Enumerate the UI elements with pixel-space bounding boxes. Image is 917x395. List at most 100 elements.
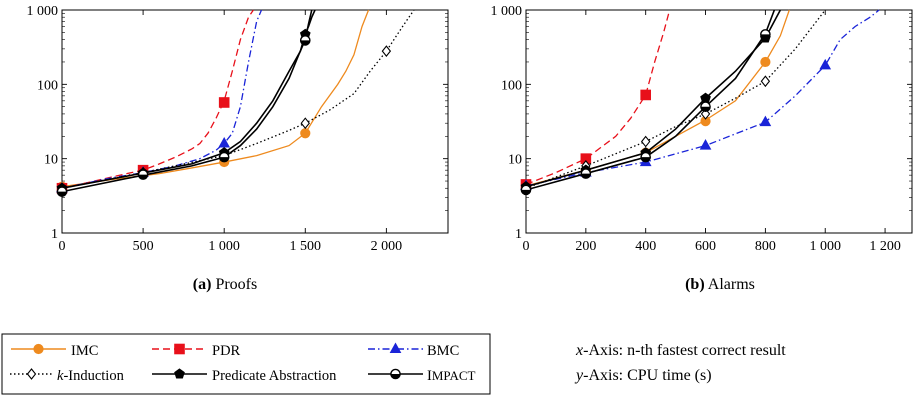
marker-impact [56, 186, 68, 197]
caption-alarms: (b) Alarms [685, 276, 755, 293]
marker-bmc [218, 136, 231, 148]
legend-sample-k-induction [10, 368, 53, 380]
marker-pdr [218, 97, 230, 108]
series-imc-proofs [56, 9, 370, 192]
series-k-induction-proofs [57, 9, 415, 195]
x-tick-label: 0 [59, 239, 66, 254]
legend-label-pdr: PDR [212, 343, 241, 359]
marker-k-induction [760, 75, 771, 88]
legend-label-bmc: BMC [427, 343, 459, 359]
marker-k-induction [300, 117, 310, 130]
x-tick-label: 1 000 [208, 239, 240, 254]
marker-impact [640, 151, 651, 163]
marker-imc [300, 128, 311, 139]
y-tick-label: 10 [44, 153, 58, 168]
marker-impact [520, 184, 532, 196]
y-tick-label: 1 000 [27, 4, 59, 19]
x-tick-label: 2 000 [371, 239, 403, 254]
y-tick-label: 1 [51, 227, 58, 242]
caption-proofs: (a) Proofs [193, 276, 257, 293]
marker-impact [580, 168, 592, 179]
x-axis-note-var: x [575, 342, 583, 359]
series-line-predicate-abstraction [526, 9, 782, 188]
caption-tag-proofs: (a) [193, 276, 212, 293]
marker-impact [137, 169, 149, 180]
legend-marker-bmc [389, 342, 402, 353]
y-tick-label: 100 [501, 78, 522, 93]
legend-frame [1, 333, 491, 395]
marker-impact [760, 29, 771, 40]
axis-notes: x-Axis: n-th fastest correct result y-Ax… [574, 342, 786, 384]
series-line-pdr [526, 9, 671, 186]
legend-sample-predicate-abstraction [152, 368, 207, 379]
y-axis-note-var: y [574, 367, 584, 384]
x-tick-label: 600 [695, 239, 716, 254]
legend-marker-pdr [174, 343, 185, 355]
legend-marker-k-induction [26, 368, 37, 380]
legend-label-imc: IMC [71, 343, 98, 359]
legend-sample-impact [368, 368, 423, 380]
series-predicate-abstraction-alarms [520, 9, 782, 192]
series-impact-alarms [520, 9, 776, 196]
panel-alarms: 1 10 100 1 000 0 200 400 600 800 1 000 1 200 (b) A… [491, 4, 913, 293]
marker-k-induction [640, 135, 651, 148]
x-tick-label: 200 [575, 239, 596, 254]
marker-imc [760, 56, 771, 68]
series-impact-proofs [56, 9, 313, 197]
legend-samples [10, 342, 423, 380]
legend-label-predicate-abstraction: Predicate Abstraction [212, 368, 337, 384]
y-tick-label: 100 [37, 78, 58, 93]
axes-frame-proofs [61, 9, 449, 234]
legend-sample-bmc [368, 342, 423, 353]
x-tick-label: 1 200 [869, 239, 901, 254]
series-line-bmc [62, 9, 263, 189]
axes-frame-alarms [525, 9, 913, 234]
x-tick-label: 800 [755, 239, 776, 254]
series-imc-alarms [520, 9, 790, 192]
legend-marker-predicate-abstraction [174, 368, 185, 379]
series-line-bmc [526, 9, 880, 187]
legend-label-k-var: k [57, 368, 64, 384]
plot-area-proofs: 1 10 100 1 000 0 500 1 000 1 500 2 000 [27, 4, 449, 254]
x-tick-label: 0 [523, 239, 530, 254]
x-axis-note-text: -Axis: n-th fastest correct result [583, 342, 786, 359]
x-axis-note: x-Axis: n-th fastest correct result [575, 342, 786, 359]
y-axis-note: y-Axis: CPU time (s) [574, 367, 712, 384]
y-tick-label: 10 [508, 153, 522, 168]
marker-bmc [699, 139, 712, 150]
marker-k-induction [381, 45, 392, 57]
series-line-k-induction [526, 9, 826, 189]
panel-proofs: 1 10 100 1 000 0 500 1 000 1 500 2 000 (a) Proof… [27, 4, 449, 293]
legend-marker-impact [390, 368, 401, 380]
legend-label-k-rest: -Induction [63, 368, 124, 384]
series-line-imc [62, 9, 370, 188]
series-line-pdr [62, 9, 254, 189]
caption-text-proofs: Proofs [215, 276, 257, 293]
x-tick-label: 500 [133, 239, 154, 254]
y-tick-label: 1 000 [491, 4, 523, 19]
marker-impact [218, 151, 230, 163]
legend-label-k-induction: k-Induction [57, 368, 125, 384]
marker-impact [299, 35, 311, 46]
series-line-impact [526, 9, 776, 191]
y-tick-label: 1 [515, 227, 522, 242]
series-line-k-induction [62, 9, 415, 189]
legend-label-impact-first: I [427, 368, 432, 384]
legend-sample-imc [11, 343, 66, 355]
legend-label-impact-rest: MPACT [432, 368, 476, 383]
caption-text-alarms: Alarms [708, 276, 755, 293]
legend-marker-imc [33, 343, 44, 355]
caption-tag-alarms: (b) [685, 276, 705, 293]
marker-bmc [819, 58, 832, 70]
x-tick-label: 1 000 [809, 239, 841, 254]
series-line-imc [526, 9, 790, 187]
marker-impact [700, 101, 711, 113]
x-tick-label: 400 [635, 239, 656, 254]
y-axis-note-text: -Axis: CPU time (s) [583, 367, 711, 384]
plot-area-alarms: 1 10 100 1 000 0 200 400 600 800 1 000 1 200 [491, 4, 913, 254]
x-tick-label: 1 500 [290, 239, 322, 254]
legend: IMC PDR BMC k-Induction Predicate Abstra… [1, 333, 491, 395]
legend-label-impact: IMPACT [427, 368, 475, 384]
series-bmc-alarms [520, 9, 880, 190]
